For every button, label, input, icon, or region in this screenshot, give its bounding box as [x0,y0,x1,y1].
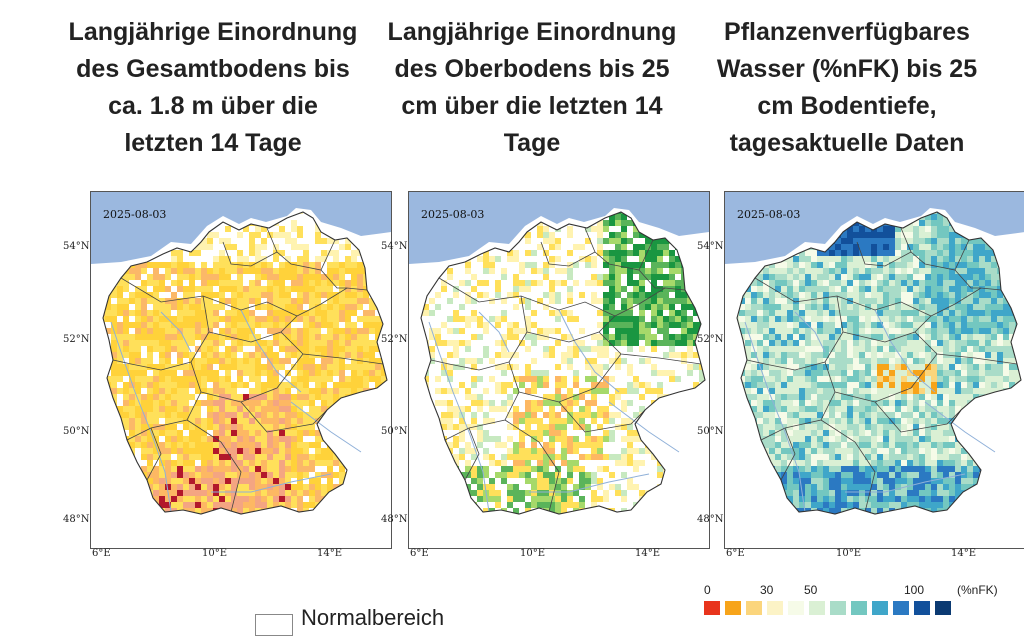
legend-swatch [255,614,293,636]
map-canvas [725,192,1024,548]
scale-swatch [746,601,762,615]
scale-tick: 30 [760,583,773,597]
lat-label: 54°N [63,241,89,252]
title-line: Langjährige Einordnung [53,14,373,51]
map-plant-water: 2025-08-03 [724,191,1024,549]
scale-swatch [788,601,804,615]
lon-label: 10°E [202,548,227,559]
title-line: des Gesamtbodens bis [53,51,373,88]
lat-label: 54°N [381,241,407,252]
lon-label: 10°E [520,548,545,559]
title-line: ca. 1.8 m über die [53,88,373,125]
scale-swatch [704,601,720,615]
title-line: des Oberbodens bis 25 [372,51,692,88]
legend-label: Normalbereich [301,605,444,631]
scale-swatch [809,601,825,615]
lat-label: 50°N [381,426,407,437]
title-line: cm über die letzten 14 [372,88,692,125]
scale-swatch [851,601,867,615]
scale-swatch [725,601,741,615]
scale-swatch [767,601,783,615]
lon-label: 6°E [410,548,429,559]
scale-swatch [935,601,951,615]
lat-label: 52°N [381,334,407,345]
lat-label: 52°N [697,334,723,345]
lat-label: 52°N [63,334,89,345]
lon-label: 10°E [836,548,861,559]
title-line: Pflanzenverfügbares [687,14,1007,51]
title-line: Langjährige Einordnung [372,14,692,51]
map-canvas [91,192,391,548]
map-total-soil: 2025-08-03 [90,191,392,549]
lon-label: 6°E [726,548,745,559]
panel-title: Langjährige Einordnung des Oberbodens bi… [372,14,692,162]
scale-swatch [893,601,909,615]
title-line: tagesaktuelle Daten [687,125,1007,162]
title-line: Wasser (%nFK) bis 25 [687,51,1007,88]
lat-label: 54°N [697,241,723,252]
scale-tick: 100 [904,583,924,597]
lon-label: 14°E [317,548,342,559]
scale-swatch [830,601,846,615]
title-line: Tage [372,125,692,162]
lon-label: 14°E [635,548,660,559]
lat-label: 50°N [697,426,723,437]
map-date: 2025-08-03 [737,208,800,221]
title-line: letzten 14 Tage [53,125,373,162]
lat-label: 48°N [381,514,407,525]
lat-label: 48°N [697,514,723,525]
scale-tick: 50 [804,583,817,597]
map-top-soil: 2025-08-03 [408,191,710,549]
scale-swatch [872,601,888,615]
lon-label: 6°E [92,548,111,559]
lon-label: 14°E [951,548,976,559]
scale-unit: (%nFK) [957,583,998,597]
scale-swatch [914,601,930,615]
scale-tick: 0 [704,583,711,597]
nfk-color-scale: 0 30 50 100 (%nFK) [704,583,1004,620]
lat-label: 50°N [63,426,89,437]
map-canvas [409,192,709,548]
panel-title: Pflanzenverfügbares Wasser (%nFK) bis 25… [687,14,1007,162]
title-line: cm Bodentiefe, [687,88,1007,125]
panel-title: Langjährige Einordnung des Gesamtbodens … [53,14,373,162]
map-date: 2025-08-03 [103,208,166,221]
lat-label: 48°N [63,514,89,525]
map-date: 2025-08-03 [421,208,484,221]
